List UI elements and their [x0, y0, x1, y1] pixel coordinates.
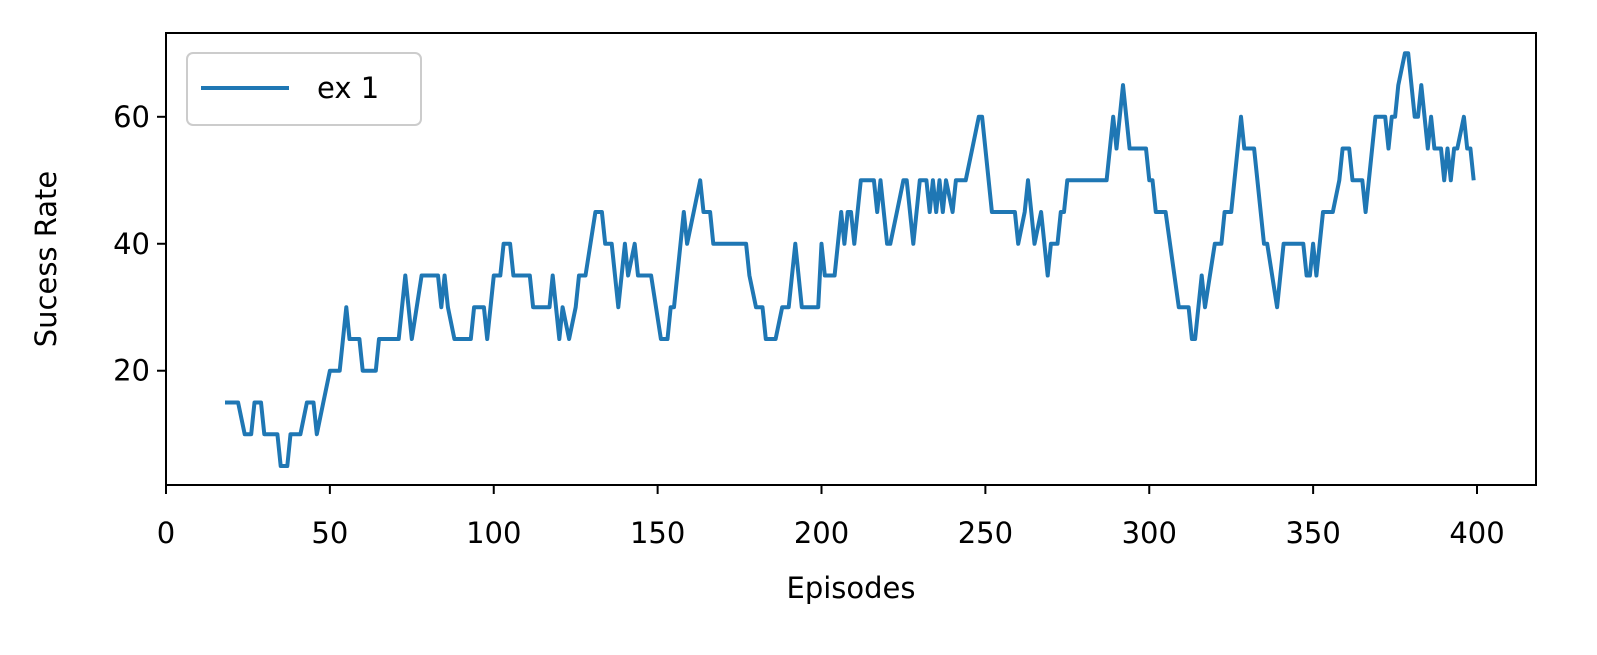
x-tick-label: 150	[630, 516, 685, 550]
x-tick-label: 0	[157, 516, 175, 550]
x-tick-label: 50	[311, 516, 348, 550]
data-line	[225, 51, 1476, 468]
plot-frame	[165, 32, 1537, 486]
x-tick-label: 250	[958, 516, 1013, 550]
x-tick-label: 300	[1122, 516, 1177, 550]
legend-box	[186, 52, 422, 126]
x-axis-label: Episodes	[787, 571, 916, 605]
x-tick-label: 100	[466, 516, 521, 550]
y-tick-label: 40	[113, 227, 150, 261]
y-tick-label: 60	[113, 100, 150, 134]
x-tick-label: 200	[794, 516, 849, 550]
x-tick-label: 400	[1449, 516, 1504, 550]
y-tick-label: 20	[113, 354, 150, 388]
legend-label: ex 1	[317, 71, 379, 105]
x-tick-label: 350	[1285, 516, 1340, 550]
y-axis-label: Sucess Rate	[29, 171, 63, 348]
